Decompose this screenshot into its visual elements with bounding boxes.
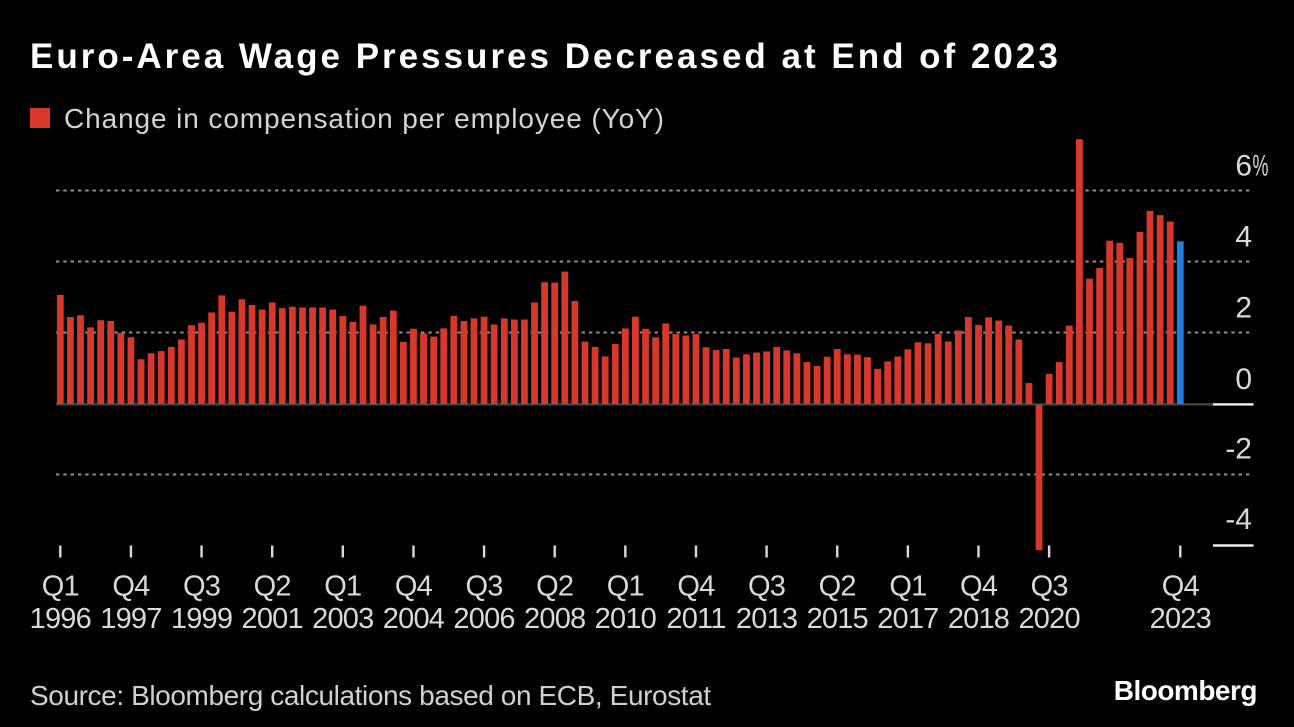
svg-text:Q1: Q1	[42, 571, 79, 603]
svg-text:2001: 2001	[242, 603, 303, 635]
svg-text:Source: Bloomberg calculations: Source: Bloomberg calculations based on …	[30, 680, 711, 711]
svg-text:2015: 2015	[807, 603, 868, 635]
svg-text:2006: 2006	[453, 603, 514, 635]
svg-text:4: 4	[1235, 221, 1252, 254]
svg-text:Q4: Q4	[677, 571, 715, 603]
svg-text:Q3: Q3	[466, 571, 503, 603]
svg-text:Q3: Q3	[748, 571, 785, 603]
svg-text:Euro-Area Wage Pressures Decre: Euro-Area Wage Pressures Decreased at En…	[30, 37, 1061, 76]
svg-text:2008: 2008	[524, 603, 585, 635]
svg-text:Change in compensation per emp: Change in compensation per employee (YoY…	[64, 103, 665, 134]
svg-text:Bloomberg: Bloomberg	[1114, 675, 1257, 706]
svg-text:1997: 1997	[100, 603, 161, 635]
svg-text:2003: 2003	[312, 603, 373, 635]
svg-text:Q4: Q4	[112, 571, 150, 603]
svg-text:2011: 2011	[666, 603, 725, 635]
svg-text:6: 6	[1235, 150, 1252, 183]
svg-text:%: %	[1253, 150, 1269, 183]
svg-text:Q3: Q3	[183, 571, 220, 603]
svg-text:-2: -2	[1225, 433, 1252, 466]
svg-text:Q1: Q1	[324, 571, 361, 603]
svg-text:Q3: Q3	[1031, 571, 1068, 603]
svg-text:1999: 1999	[171, 603, 232, 635]
svg-text:2010: 2010	[595, 603, 656, 635]
svg-text:0: 0	[1235, 363, 1252, 396]
svg-text:Q4: Q4	[1162, 571, 1200, 603]
svg-text:2020: 2020	[1018, 603, 1079, 635]
svg-text:2018: 2018	[948, 603, 1009, 635]
svg-text:1996: 1996	[30, 603, 91, 635]
svg-text:Q2: Q2	[819, 571, 856, 603]
svg-text:2023: 2023	[1150, 603, 1211, 635]
svg-text:Q1: Q1	[889, 571, 926, 603]
svg-text:-4: -4	[1225, 503, 1252, 536]
svg-text:Q4: Q4	[960, 571, 998, 603]
svg-text:2004: 2004	[383, 603, 445, 635]
svg-text:2017: 2017	[877, 603, 938, 635]
svg-text:Q2: Q2	[254, 571, 291, 603]
svg-text:2: 2	[1235, 292, 1252, 325]
svg-text:2013: 2013	[736, 603, 797, 635]
svg-text:Q2: Q2	[536, 571, 573, 603]
svg-text:Q4: Q4	[395, 571, 433, 603]
svg-text:Q1: Q1	[607, 571, 644, 603]
